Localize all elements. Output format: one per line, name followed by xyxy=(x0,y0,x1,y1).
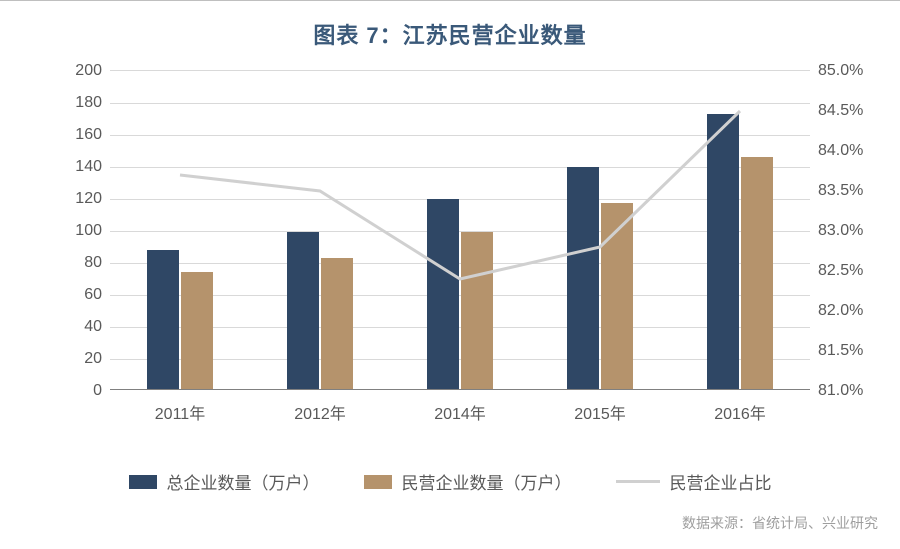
y2-tick-label: 83.5% xyxy=(818,182,900,200)
gridline xyxy=(110,199,810,200)
chart-title: 图表 7：江苏民营企业数量 xyxy=(0,18,900,50)
bar-total xyxy=(147,250,179,389)
gridline xyxy=(110,135,810,136)
legend-item-ratio: 民营企业占比 xyxy=(616,469,772,494)
legend-swatch-private xyxy=(364,475,392,489)
y1-tick-label: 160 xyxy=(2,126,102,144)
legend-item-private: 民营企业数量（万户） xyxy=(364,469,572,494)
y1-tick-label: 200 xyxy=(2,62,102,80)
legend-label-private: 民营企业数量（万户） xyxy=(402,469,572,494)
x-tick-label: 2014年 xyxy=(400,400,520,424)
bar-total xyxy=(427,199,459,389)
gridline xyxy=(110,359,810,360)
y1-tick-label: 40 xyxy=(2,318,102,336)
bar-total xyxy=(287,232,319,389)
y1-tick-label: 180 xyxy=(2,94,102,112)
bar-private xyxy=(181,272,213,389)
y2-tick-label: 84.0% xyxy=(818,142,900,160)
y2-tick-label: 84.5% xyxy=(818,102,900,120)
y1-tick-label: 20 xyxy=(2,350,102,368)
y1-tick-label: 120 xyxy=(2,190,102,208)
y2-tick-label: 81.0% xyxy=(818,382,900,400)
legend: 总企业数量（万户） 民营企业数量（万户） 民营企业占比 xyxy=(0,469,900,494)
gridline xyxy=(110,295,810,296)
top-rule xyxy=(0,0,900,1)
y1-tick-label: 140 xyxy=(2,158,102,176)
gridline xyxy=(110,167,810,168)
chart-area: 020406080100120140160180200 81.0%81.5%82… xyxy=(110,70,810,430)
gridline xyxy=(110,103,810,104)
x-tick-label: 2011年 xyxy=(120,400,240,424)
plot-region: 020406080100120140160180200 81.0%81.5%82… xyxy=(110,70,810,390)
gridline xyxy=(110,231,810,232)
legend-label-ratio: 民营企业占比 xyxy=(670,469,772,494)
y1-tick-label: 100 xyxy=(2,222,102,240)
bar-total xyxy=(707,114,739,389)
y1-tick-label: 80 xyxy=(2,254,102,272)
legend-label-total: 总企业数量（万户） xyxy=(167,469,320,494)
y2-tick-label: 82.0% xyxy=(818,302,900,320)
y2-tick-label: 85.0% xyxy=(818,62,900,80)
y1-tick-label: 60 xyxy=(2,286,102,304)
gridline xyxy=(110,327,810,328)
gridline xyxy=(110,263,810,264)
y1-tick-label: 0 xyxy=(2,382,102,400)
bar-private xyxy=(461,232,493,389)
bar-total xyxy=(567,167,599,389)
data-source: 数据来源：省统计局、兴业研究 xyxy=(682,513,878,533)
y2-tick-label: 81.5% xyxy=(818,342,900,360)
x-tick-label: 2015年 xyxy=(540,400,660,424)
legend-item-total: 总企业数量（万户） xyxy=(129,469,320,494)
y2-tick-label: 82.5% xyxy=(818,262,900,280)
x-tick-label: 2016年 xyxy=(680,400,800,424)
legend-swatch-line xyxy=(616,480,660,483)
y2-tick-label: 83.0% xyxy=(818,222,900,240)
bar-private xyxy=(741,157,773,389)
bar-private xyxy=(601,203,633,389)
bar-private xyxy=(321,258,353,389)
legend-swatch-total xyxy=(129,475,157,489)
x-tick-label: 2012年 xyxy=(260,400,380,424)
